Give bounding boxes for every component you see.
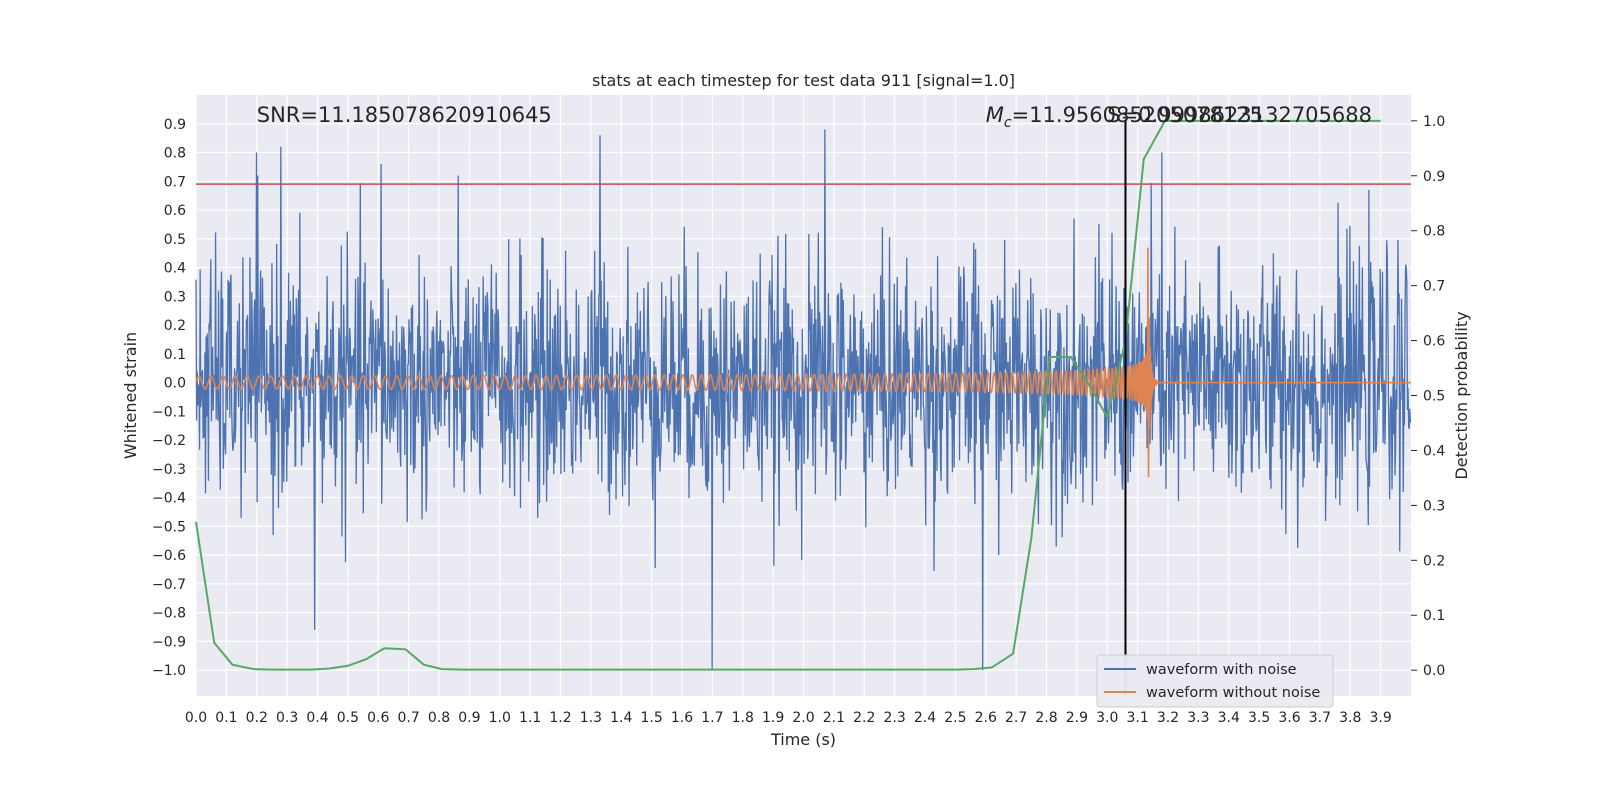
x-tick-label: 0.4 [306, 710, 328, 726]
legend-label-noise: waveform with noise [1146, 662, 1297, 678]
y-tick-label: 0.7 [164, 174, 186, 190]
mc-value: =11.956085205078125 [1012, 103, 1263, 127]
chirp-series [195, 247, 1411, 478]
x-tick-label: 1.3 [580, 710, 602, 726]
y2-tick-label: 0.9 [1423, 169, 1445, 185]
y-tick-label: 0.1 [164, 347, 186, 363]
x-tick-label: 1.7 [701, 710, 723, 726]
y-tick-label: 0.4 [164, 261, 186, 277]
y2-tick-label: 0.7 [1423, 279, 1445, 295]
x-tick-label: 0.6 [367, 710, 389, 726]
y-tick-label: −0.5 [152, 519, 186, 535]
y-tick-label: 0.9 [164, 117, 186, 133]
y-axis-label: Whitened strain [121, 332, 140, 459]
x-tick-label: 1.0 [489, 710, 511, 726]
x-axis-label: Time (s) [770, 730, 836, 749]
y-tick-label: −0.8 [152, 606, 186, 622]
x-tick-label: 2.1 [823, 710, 845, 726]
x-tick-label: 0.0 [185, 710, 207, 726]
x-tick-label: 2.6 [975, 710, 997, 726]
y-tick-label: −0.6 [152, 548, 186, 564]
y-tick-label: 0.3 [164, 289, 186, 305]
y-tick-label: 0.8 [164, 146, 186, 162]
x-tick-label: 0.2 [246, 710, 268, 726]
y2-tick-label: 0.4 [1423, 443, 1445, 459]
snr-annotation: SNR=11.185078620910645 [257, 103, 552, 127]
x-tick-label: 0.1 [215, 710, 237, 726]
x-tick-label: 2.8 [1035, 710, 1057, 726]
x-tick-label: 3.3 [1187, 710, 1209, 726]
x-tick-label: 2.5 [944, 710, 966, 726]
score-annotation: S=0.9998623132705688 [1107, 103, 1372, 127]
x-tick-label: 3.0 [1096, 710, 1118, 726]
x-tick-label: 2.2 [853, 710, 875, 726]
x-tick-label: 1.2 [549, 710, 571, 726]
right-y-axis: 1.0 0.9 0.8 0.7 0.6 0.5 0.4 0.3 0.2 0.1 0.0 [1411, 114, 1445, 679]
x-tick-label: 3.4 [1218, 710, 1240, 726]
x-tick-label: 1.9 [762, 710, 784, 726]
x-tick-label: 0.9 [458, 710, 480, 726]
y2-tick-label: 1.0 [1423, 114, 1445, 130]
y2-tick-label: 0.6 [1423, 334, 1445, 350]
y-tick-label: −1.0 [152, 663, 186, 679]
y-tick-label: −0.1 [152, 404, 186, 420]
mc-subscript: c [1004, 115, 1012, 131]
y-tick-label: −0.9 [152, 634, 186, 650]
x-tick-label: 3.9 [1369, 710, 1391, 726]
x-tick-label: 3.2 [1157, 710, 1179, 726]
x-tick-label: 1.6 [671, 710, 693, 726]
x-tick-label: 2.7 [1005, 710, 1027, 726]
left-y-axis: 0.9 0.8 0.7 0.6 0.5 0.4 0.3 0.2 0.1 0.0 −0.1 −0.2 −0… [152, 117, 186, 679]
x-tick-label: 0.7 [397, 710, 419, 726]
x-tick-label: 2.9 [1066, 710, 1088, 726]
mc-symbol: M [986, 103, 1004, 127]
y-tick-label: −0.3 [152, 462, 186, 478]
y2-tick-label: 0.5 [1423, 389, 1445, 405]
y-tick-label: 0.0 [164, 376, 186, 392]
x-tick-label: 3.7 [1309, 710, 1331, 726]
x-tick-label: 1.4 [610, 710, 632, 726]
y2-tick-label: 0.8 [1423, 224, 1445, 240]
x-tick-label: 3.6 [1278, 710, 1300, 726]
x-axis: 0.0 0.1 0.2 0.3 0.4 0.5 0.6 0.7 0.8 0.9 1.0 1.1 1.2 1… [185, 710, 1392, 726]
x-tick-label: 0.5 [337, 710, 359, 726]
x-tick-label: 2.4 [914, 710, 936, 726]
x-tick-label: 2.3 [883, 710, 905, 726]
y-tick-label: 0.2 [164, 318, 186, 334]
x-tick-label: 1.8 [732, 710, 754, 726]
legend-label-clean: waveform without noise [1146, 685, 1320, 701]
y2-tick-label: 0.3 [1423, 498, 1445, 514]
y2-tick-label: 0.2 [1423, 553, 1445, 569]
x-tick-label: 3.1 [1126, 710, 1148, 726]
y2-axis-label: Detection probability [1452, 311, 1471, 479]
x-tick-label: 3.8 [1339, 710, 1361, 726]
chirp-mass-annotation: Mc=11.956085205078125 [986, 103, 1263, 131]
chirp-trace [195, 247, 1411, 478]
x-tick-label: 1.1 [519, 710, 541, 726]
x-tick-label: 2.0 [792, 710, 814, 726]
probability-series [195, 119, 1381, 671]
chart-title: stats at each timestep for test data 911… [592, 71, 1015, 90]
x-tick-label: 0.3 [276, 710, 298, 726]
x-tick-label: 1.5 [640, 710, 662, 726]
x-tick-label: 3.5 [1248, 710, 1270, 726]
legend-box [1096, 654, 1334, 708]
legend: waveform with noise waveform without noi… [1096, 654, 1334, 708]
y-tick-label: 0.5 [164, 232, 186, 248]
y-tick-label: 0.6 [164, 203, 186, 219]
y-tick-label: −0.2 [152, 433, 186, 449]
x-tick-label: 0.8 [428, 710, 450, 726]
y-tick-label: −0.7 [152, 577, 186, 593]
y2-tick-label: 0.0 [1423, 663, 1445, 679]
y-tick-label: −0.4 [152, 491, 186, 507]
y2-tick-label: 0.1 [1423, 608, 1445, 624]
